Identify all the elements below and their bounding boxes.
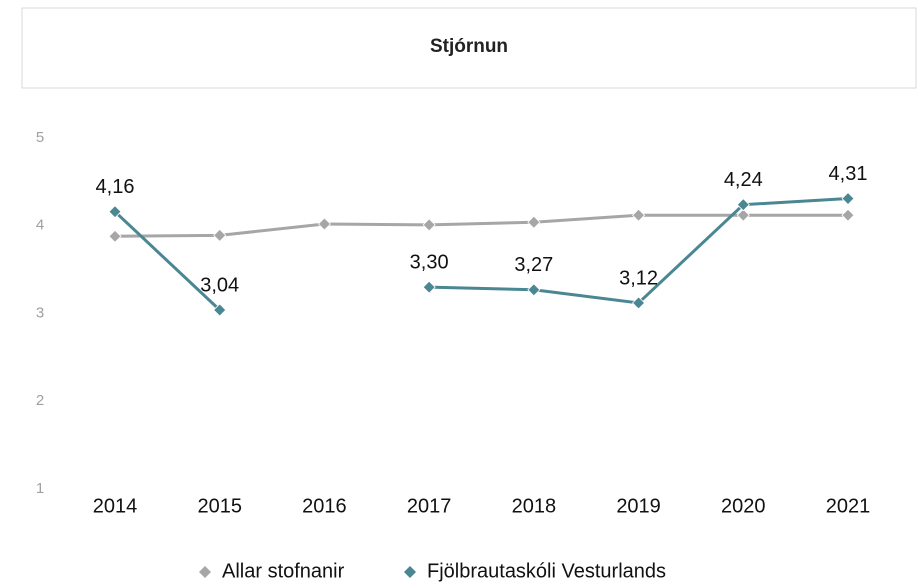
- point: [841, 208, 855, 222]
- point: [317, 217, 331, 231]
- data-label: 3,27: [514, 254, 553, 276]
- x-tick-label: 2014: [93, 495, 138, 517]
- point: [422, 218, 436, 232]
- data-label: 4,16: [96, 176, 135, 198]
- y-tick-label: 2: [36, 392, 44, 409]
- data-label: 3,30: [410, 251, 449, 273]
- x-tick-label: 2020: [721, 495, 766, 517]
- x-tick-label: 2019: [616, 495, 661, 517]
- point: [422, 280, 436, 294]
- data-label: 3,12: [619, 267, 658, 289]
- legend-marker: [404, 566, 416, 578]
- legend-label: Fjölbrautaskóli Vesturlands: [427, 560, 666, 582]
- point: [213, 228, 227, 242]
- point: [632, 208, 646, 222]
- y-tick-label: 3: [36, 304, 44, 321]
- chart-title: Stjórnun: [430, 36, 508, 57]
- series-line: [114, 213, 848, 238]
- x-tick-label: 2016: [302, 495, 347, 517]
- y-tick-label: 4: [36, 217, 44, 234]
- x-tick-label: 2017: [407, 495, 452, 517]
- data-label: 3,04: [200, 274, 239, 296]
- point: [736, 198, 750, 212]
- point: [213, 303, 227, 317]
- x-tick-label: 2018: [512, 495, 557, 517]
- y-tick-label: 1: [36, 480, 44, 497]
- point: [108, 229, 122, 243]
- point: [632, 296, 646, 310]
- x-tick-label: 2021: [826, 495, 871, 517]
- x-tick-label: 2015: [197, 495, 242, 517]
- point: [736, 208, 750, 222]
- data-label: 4,31: [829, 163, 868, 185]
- point: [841, 191, 855, 206]
- legend-marker: [199, 566, 211, 578]
- point: [527, 215, 541, 229]
- data-label: 4,24: [724, 169, 763, 191]
- legend-label: Allar stofnanir: [222, 560, 345, 582]
- title-box: [21, 7, 917, 89]
- y-tick-label: 5: [36, 129, 44, 146]
- point: [108, 205, 122, 219]
- point: [527, 283, 541, 297]
